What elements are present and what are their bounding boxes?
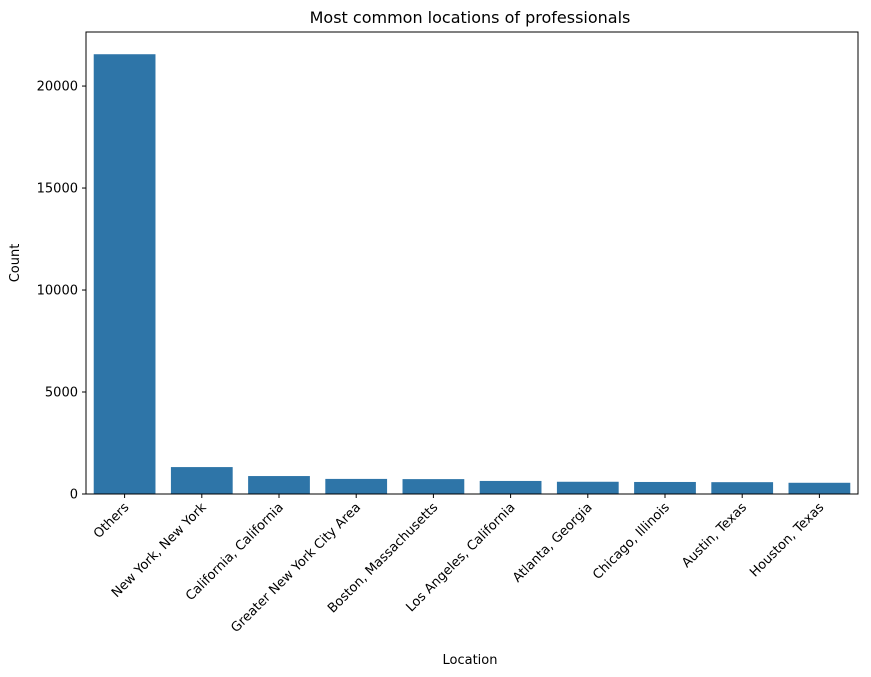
x-axis-label: Location [443,653,498,668]
bar-new-york-new-york [170,467,233,494]
bar-boston-massachusetts [402,479,465,494]
plot-frame [85,31,859,495]
x-tick-label: Atlanta, Georgia [510,500,595,585]
x-tick-label: Others [91,500,133,542]
y-tick-label: 5000 [45,386,78,401]
x-tick-label: Houston, Texas [747,500,827,580]
bar-austin-texas [711,482,774,494]
bar-chicago-illinois [634,481,696,494]
bar-houston-texas [788,482,851,494]
bar-greater-new-york-city-area [325,478,388,494]
x-tick-label: Chicago, Illinois [590,500,673,583]
y-tick-label: 0 [70,488,78,503]
y-tick-label: 10000 [37,284,78,299]
bar-atlanta-georgia [556,481,619,494]
y-axis-label: Count [8,244,23,283]
bar-others [93,54,156,494]
bar-california-california [248,476,310,494]
y-tick-label: 15000 [37,182,78,197]
x-tick-label: Austin, Texas [679,500,750,571]
bars-group [93,54,851,494]
bar-los-angeles-california [479,480,542,494]
y-axis-ticks: 0 5000 10000 15000 20000 [37,80,86,503]
chart-title: Most common locations of professionals [310,8,631,27]
x-tick-label: Greater New York City Area [228,500,364,636]
y-tick-label: 20000 [37,80,78,95]
